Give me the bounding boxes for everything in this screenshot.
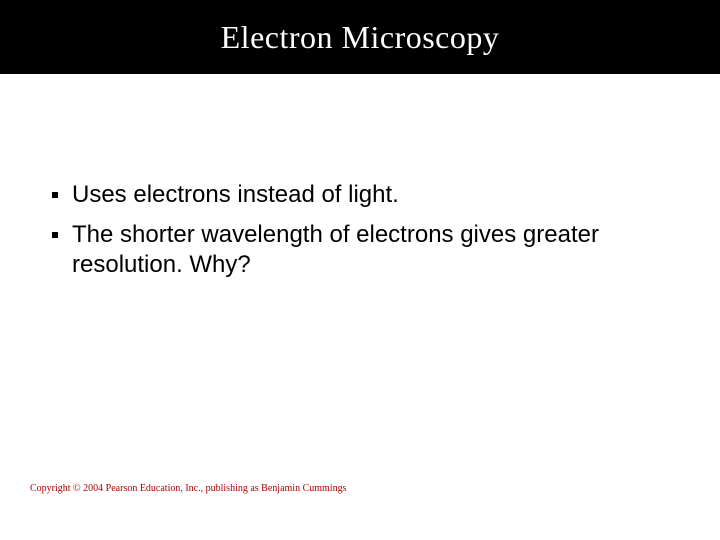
content-area: Uses electrons instead of light. The sho…	[52, 180, 672, 290]
list-item: The shorter wavelength of electrons give…	[52, 220, 672, 280]
bullet-icon	[52, 232, 58, 238]
bullet-text: Uses electrons instead of light.	[72, 180, 399, 210]
slide: Electron Microscopy Uses electrons inste…	[0, 0, 720, 540]
copyright-line: Copyright © 2004 Pearson Education, Inc.…	[30, 483, 346, 494]
title-band: Electron Microscopy	[0, 0, 720, 74]
slide-title: Electron Microscopy	[221, 19, 500, 56]
list-item: Uses electrons instead of light.	[52, 180, 672, 210]
bullet-icon	[52, 192, 58, 198]
bullet-text: The shorter wavelength of electrons give…	[72, 220, 672, 280]
